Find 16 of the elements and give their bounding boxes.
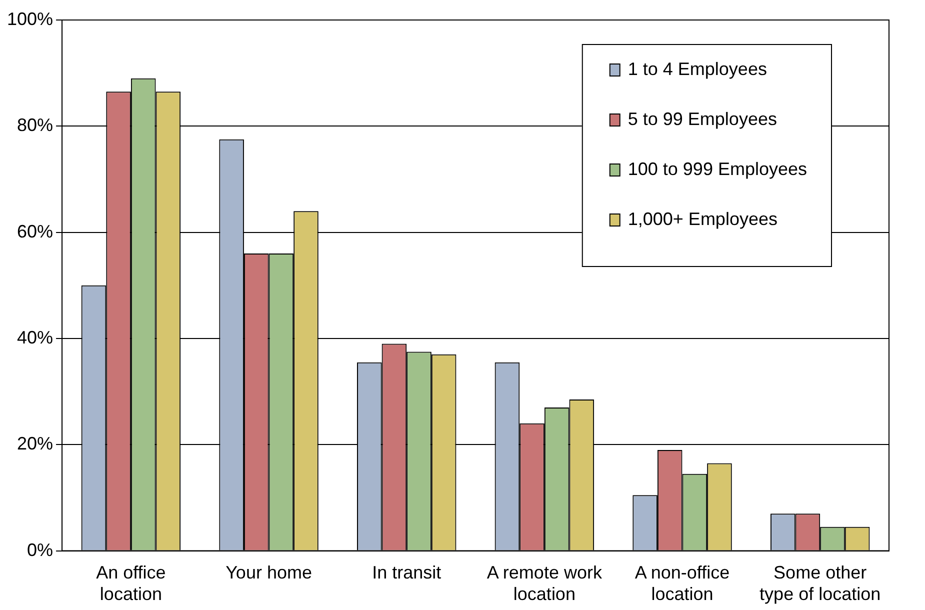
x-tick-label: A non-office location: [634, 562, 730, 604]
y-tick-label: 100%: [6, 8, 54, 29]
y-tick-label: 60%: [17, 221, 54, 242]
y-tick-label: 80%: [17, 115, 54, 136]
x-tick-label: Some other type of location: [760, 562, 881, 604]
legend-label: 5 to 99 Employees: [628, 108, 777, 129]
y-tick-label: 20%: [17, 434, 54, 454]
x-tick-label: In transit: [372, 562, 442, 583]
x-tick-label: Your home: [226, 562, 312, 583]
legend-label: 1,000+ Employees: [628, 208, 778, 229]
legend-label: 100 to 999 Employees: [628, 158, 808, 179]
y-tick-label: 0%: [27, 540, 54, 560]
legend-label: 1 to 4 Employees: [628, 58, 767, 79]
x-tick-label: A remote work location: [486, 562, 603, 604]
x-tick-label: An office location: [96, 562, 166, 604]
y-tick-label: 40%: [17, 327, 54, 348]
